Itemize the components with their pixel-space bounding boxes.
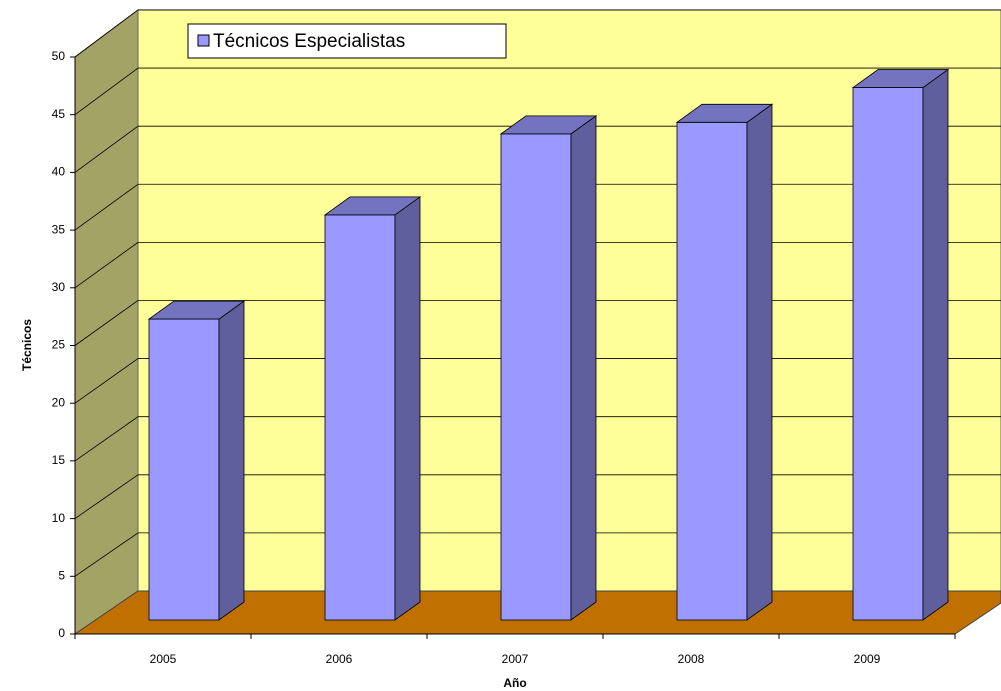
y-tick-label: 10 — [52, 511, 66, 525]
bar-side — [218, 300, 245, 621]
grid-line — [74, 183, 139, 231]
grid-line — [74, 9, 139, 58]
grid-line — [74, 474, 139, 519]
bar-side — [746, 103, 773, 621]
y-tick-label: 40 — [52, 165, 66, 179]
bar-top — [675, 103, 774, 123]
y-tick-label: 15 — [52, 453, 66, 467]
x-tick-label: 2008 — [678, 652, 705, 666]
grid-line — [74, 67, 139, 116]
grid-line — [74, 125, 139, 173]
grid-line — [74, 242, 139, 289]
bar-top — [147, 300, 246, 320]
legend-box — [187, 23, 507, 59]
y-tick-label: 35 — [52, 222, 66, 236]
x-tick-label: 2007 — [502, 652, 529, 666]
bar-front — [148, 318, 220, 621]
bar-side — [570, 115, 597, 621]
y-tick-label: 30 — [52, 280, 66, 294]
legend-marker — [197, 34, 210, 47]
y-tick-label: 20 — [52, 395, 66, 409]
y-tick-label: 45 — [52, 107, 66, 121]
bar-top — [499, 115, 598, 135]
grid-line — [74, 416, 139, 462]
y-axis-title: Técnicos — [20, 319, 34, 371]
bar-side — [922, 68, 949, 621]
y-tick-label: 25 — [52, 338, 66, 352]
bar — [851, 68, 950, 621]
bar — [499, 115, 598, 621]
bar — [675, 103, 774, 621]
bar — [147, 300, 246, 621]
grid-line — [74, 358, 139, 404]
grid-line — [74, 300, 139, 346]
bar — [323, 196, 422, 621]
y-tick-label: 5 — [58, 568, 65, 582]
bar-top — [851, 69, 950, 88]
x-tick-label: 2005 — [150, 652, 177, 666]
bar-front — [676, 121, 748, 621]
bar-top — [323, 196, 422, 216]
grid-line — [74, 532, 139, 577]
legend-label: Técnicos Especialistas — [213, 31, 405, 52]
y-tick-label: 50 — [52, 49, 66, 63]
x-tick-label: 2009 — [854, 652, 881, 666]
bar-side — [394, 196, 421, 621]
bar-front — [500, 133, 572, 621]
x-tick-label: 2006 — [326, 652, 353, 666]
y-tick-label: 0 — [58, 626, 65, 640]
bar-front — [852, 87, 924, 621]
x-axis-title: Año — [503, 676, 526, 690]
side-wall — [74, 8, 139, 635]
bar-front — [324, 214, 396, 621]
